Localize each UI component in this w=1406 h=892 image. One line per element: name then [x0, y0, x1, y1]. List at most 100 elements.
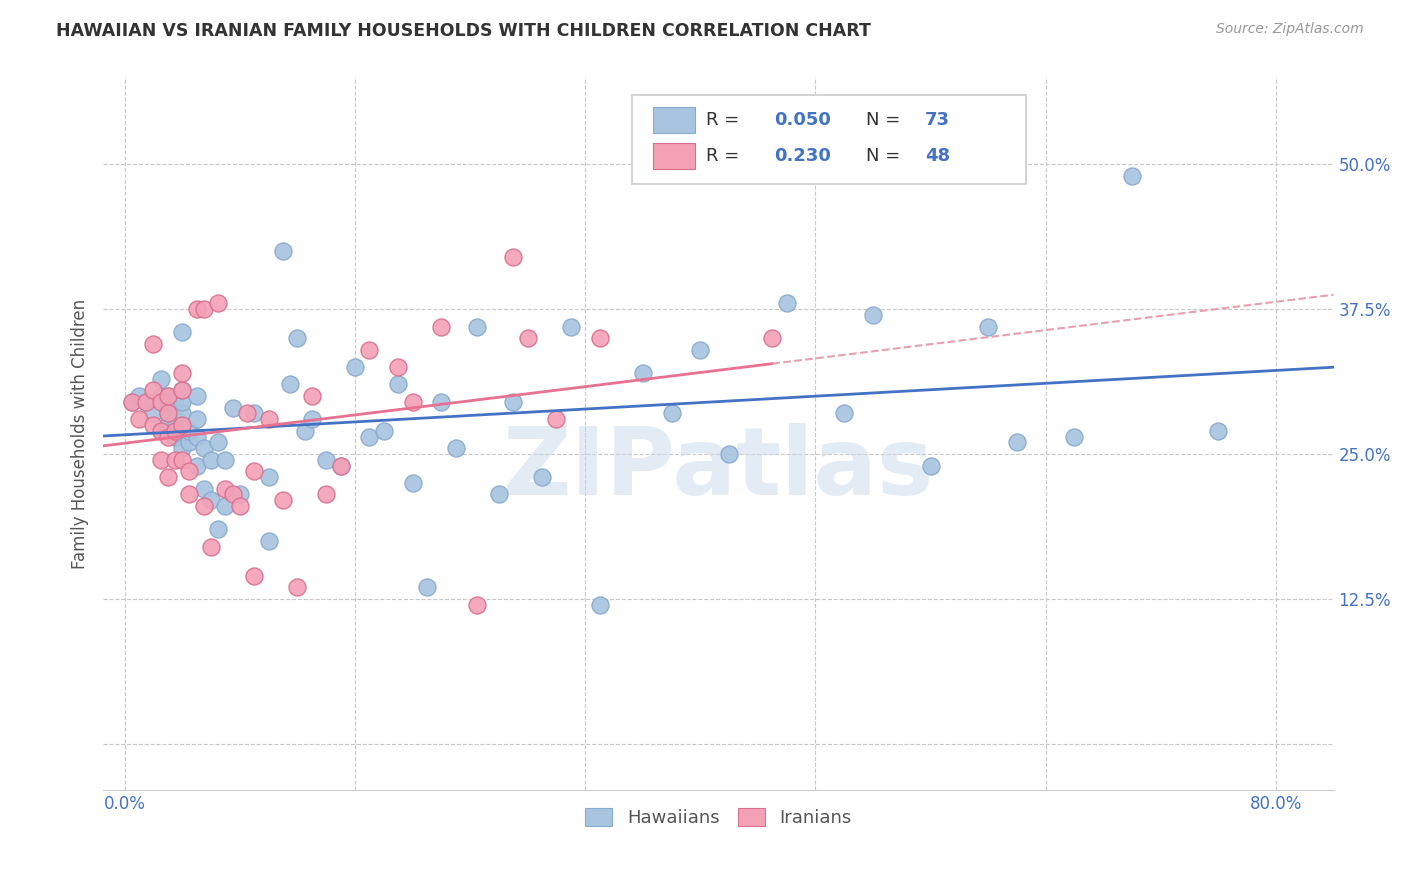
Point	[257, 412, 280, 426]
Point	[301, 412, 323, 426]
Point	[135, 394, 157, 409]
Point	[193, 499, 215, 513]
Point	[186, 412, 208, 426]
Point	[560, 319, 582, 334]
Point	[221, 487, 243, 501]
Point	[343, 360, 366, 375]
Point	[179, 424, 201, 438]
Point	[920, 458, 942, 473]
Point	[172, 366, 194, 380]
Point	[193, 302, 215, 317]
Point	[149, 424, 172, 438]
Point	[149, 389, 172, 403]
Point	[149, 424, 172, 438]
Point	[373, 424, 395, 438]
Point	[278, 377, 301, 392]
Point	[416, 580, 439, 594]
Point	[128, 389, 150, 403]
Point	[179, 435, 201, 450]
Point	[186, 429, 208, 443]
Point	[165, 394, 187, 409]
Point	[156, 429, 179, 443]
Point	[186, 458, 208, 473]
Point	[588, 598, 610, 612]
Point	[172, 394, 194, 409]
Point	[172, 383, 194, 397]
Point	[172, 383, 194, 397]
Point	[207, 296, 229, 310]
Point	[128, 412, 150, 426]
Point	[165, 412, 187, 426]
Point	[387, 360, 409, 375]
Point	[761, 331, 783, 345]
Point	[488, 487, 510, 501]
Point	[329, 458, 352, 473]
Point	[165, 424, 187, 438]
Point	[156, 406, 179, 420]
Point	[465, 319, 488, 334]
Point	[516, 331, 538, 345]
Point	[832, 406, 855, 420]
Text: 73: 73	[925, 112, 950, 129]
Point	[359, 343, 381, 357]
Point	[165, 429, 187, 443]
Point	[444, 441, 467, 455]
Point	[156, 389, 179, 403]
Point	[294, 424, 316, 438]
Point	[977, 319, 1000, 334]
Point	[149, 394, 172, 409]
FancyBboxPatch shape	[633, 95, 1026, 185]
Point	[661, 406, 683, 420]
Point	[776, 296, 799, 310]
Point	[1121, 169, 1143, 183]
Point	[149, 371, 172, 385]
Point	[142, 337, 165, 351]
Point	[165, 452, 187, 467]
Point	[156, 389, 179, 403]
Point	[142, 417, 165, 432]
Point	[207, 435, 229, 450]
Point	[546, 412, 568, 426]
Point	[1005, 435, 1028, 450]
Y-axis label: Family Households with Children: Family Households with Children	[72, 299, 89, 569]
Point	[179, 464, 201, 478]
Point	[1208, 424, 1230, 438]
Point	[214, 482, 236, 496]
Point	[172, 417, 194, 432]
Point	[1063, 429, 1085, 443]
Point	[257, 470, 280, 484]
Point	[718, 447, 741, 461]
Point	[142, 383, 165, 397]
Point	[172, 441, 194, 455]
Point	[401, 394, 423, 409]
Point	[172, 417, 194, 432]
Point	[156, 406, 179, 420]
Point	[287, 580, 309, 594]
Text: Source: ZipAtlas.com: Source: ZipAtlas.com	[1216, 22, 1364, 37]
Point	[135, 394, 157, 409]
Point	[243, 568, 266, 582]
Point	[502, 394, 524, 409]
Bar	[654, 143, 695, 169]
Point	[271, 244, 294, 259]
Point	[329, 458, 352, 473]
Point	[588, 331, 610, 345]
Point	[156, 394, 179, 409]
Point	[179, 487, 201, 501]
Point	[502, 250, 524, 264]
Point	[465, 598, 488, 612]
Point	[236, 406, 259, 420]
Point	[430, 319, 453, 334]
Point	[221, 401, 243, 415]
Point	[301, 389, 323, 403]
Text: N =: N =	[866, 147, 905, 165]
Point	[172, 452, 194, 467]
Point	[689, 343, 711, 357]
Point	[271, 493, 294, 508]
Point	[229, 487, 252, 501]
Point	[214, 452, 236, 467]
Text: 0.230: 0.230	[773, 147, 831, 165]
Point	[631, 366, 654, 380]
Point	[207, 522, 229, 536]
Point	[121, 394, 143, 409]
